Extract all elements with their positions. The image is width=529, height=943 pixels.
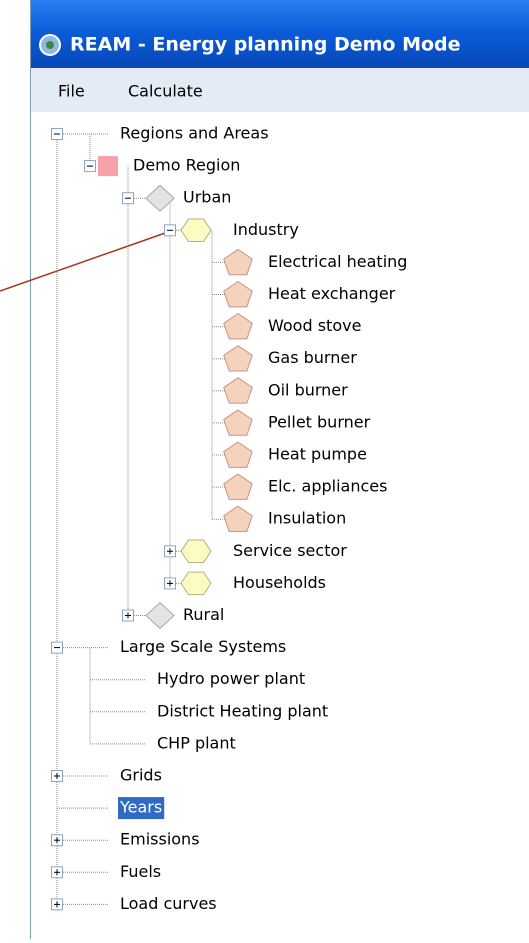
sector-icon (180, 539, 212, 564)
tree-item-label[interactable]: Large Scale Systems (120, 637, 286, 656)
tree-item-label[interactable]: Emissions (120, 830, 200, 849)
tree-item-label[interactable]: Regions and Areas (120, 124, 269, 143)
tree-item-label[interactable]: Urban (183, 188, 231, 207)
annotation-arrow (0, 231, 169, 292)
technology-icon (223, 248, 253, 276)
area-icon (145, 601, 175, 630)
tree-item-label[interactable]: Heat exchanger (268, 284, 396, 303)
tree-item-label[interactable]: Insulation (268, 509, 346, 528)
tree-item-label[interactable]: Gas burner (268, 348, 357, 367)
tree-item-label[interactable]: Load curves (120, 894, 217, 913)
tree-item-label[interactable]: Oil burner (268, 380, 348, 399)
tree-view (30, 112, 529, 939)
sector-icon (180, 571, 212, 596)
tree-item-label[interactable]: Demo Region (133, 156, 240, 175)
tree-item-label[interactable]: Hydro power plant (157, 669, 305, 688)
tree-item-label[interactable]: Elc. appliances (268, 477, 387, 496)
menu-bar (30, 68, 529, 112)
tree-item-label[interactable]: Pellet burner (268, 412, 371, 431)
tree-item-label[interactable]: Years (119, 798, 162, 817)
tree-item-label[interactable]: CHP plant (157, 733, 236, 752)
tree-item-label[interactable]: District Heating plant (157, 701, 328, 720)
technology-icon (223, 312, 253, 340)
technology-icon (223, 505, 253, 533)
tree-item-label[interactable]: Heat pumpe (268, 445, 367, 464)
tree-item-label[interactable]: Wood stove (268, 316, 361, 335)
tree-item-label[interactable]: Rural (183, 605, 224, 624)
menu-item[interactable]: Calculate (128, 82, 203, 101)
technology-icon (223, 409, 253, 436)
tree-item-label[interactable]: Fuels (120, 862, 161, 881)
sector-icon (180, 218, 212, 243)
title-bar (30, 0, 529, 68)
tree-item-label[interactable]: Industry (233, 220, 299, 239)
area-icon (145, 184, 175, 212)
selection (118, 797, 165, 820)
tree-item-label[interactable]: Grids (120, 766, 162, 785)
tree-item-label[interactable]: Service sector (233, 541, 347, 560)
technology-icon (223, 377, 253, 404)
technology-icon (223, 345, 253, 372)
region-icon (98, 156, 118, 177)
window-title: REAM - Energy planning Demo Mode (70, 34, 461, 56)
technology-icon (223, 473, 253, 500)
app-icon (39, 34, 61, 56)
menu-item[interactable]: File (58, 82, 85, 101)
tree-item-label[interactable]: Households (233, 573, 326, 592)
tree-item-label[interactable]: Electrical heating (268, 252, 407, 271)
technology-icon (223, 441, 253, 468)
technology-icon (223, 280, 253, 308)
